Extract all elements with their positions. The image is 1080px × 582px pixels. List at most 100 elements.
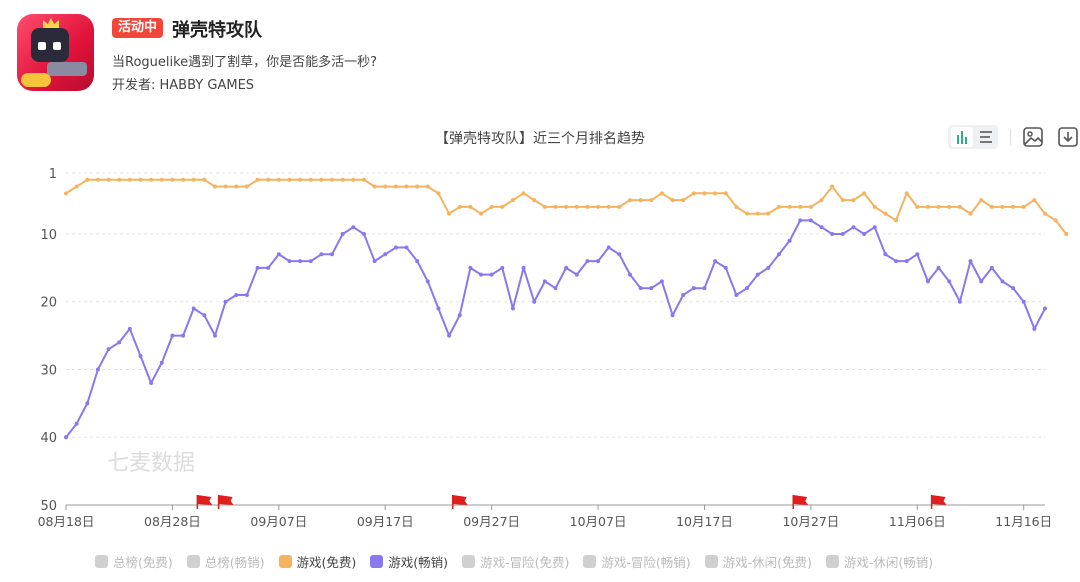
data-point-free[interactable] — [1064, 231, 1069, 236]
data-point-free[interactable] — [627, 198, 632, 203]
data-point-free[interactable] — [361, 177, 366, 182]
data-point-paid[interactable] — [766, 265, 771, 270]
data-point-paid[interactable] — [202, 313, 207, 318]
data-point-paid[interactable] — [787, 238, 792, 243]
data-point-paid[interactable] — [670, 313, 675, 318]
data-point-paid[interactable] — [500, 265, 505, 270]
data-point-free[interactable] — [425, 184, 430, 189]
data-point-paid[interactable] — [404, 245, 409, 250]
data-point-paid[interactable] — [904, 259, 909, 264]
data-point-paid[interactable] — [691, 286, 696, 291]
data-point-free[interactable] — [723, 191, 728, 196]
data-point-free[interactable] — [117, 177, 122, 182]
data-point-paid[interactable] — [212, 333, 217, 338]
data-point-free[interactable] — [585, 204, 590, 209]
data-point-paid[interactable] — [479, 272, 484, 277]
data-point-free[interactable] — [138, 177, 143, 182]
data-point-paid[interactable] — [627, 272, 632, 277]
data-point-paid[interactable] — [415, 259, 420, 264]
data-point-free[interactable] — [713, 191, 718, 196]
data-point-free[interactable] — [149, 177, 154, 182]
data-point-free[interactable] — [745, 211, 750, 216]
data-point-free[interactable] — [1000, 204, 1005, 209]
event-flag-icon[interactable] — [451, 495, 468, 509]
data-point-paid[interactable] — [1043, 306, 1047, 311]
data-point-paid[interactable] — [564, 265, 569, 270]
data-point-free[interactable] — [340, 177, 345, 182]
data-point-free[interactable] — [521, 191, 526, 196]
data-point-free[interactable] — [457, 204, 462, 209]
data-point-paid[interactable] — [234, 292, 239, 297]
data-point-free[interactable] — [159, 177, 164, 182]
data-point-free[interactable] — [925, 204, 930, 209]
data-point-free[interactable] — [968, 211, 973, 216]
data-point-paid[interactable] — [510, 306, 515, 311]
data-point-paid[interactable] — [489, 272, 494, 277]
data-point-free[interactable] — [904, 191, 909, 196]
data-point-paid[interactable] — [244, 292, 249, 297]
data-point-paid[interactable] — [819, 225, 824, 230]
data-point-paid[interactable] — [138, 353, 143, 358]
series-line-paid[interactable] — [65, 219, 1046, 438]
data-point-free[interactable] — [266, 177, 271, 182]
data-point-free[interactable] — [64, 191, 68, 196]
data-point-free[interactable] — [808, 204, 813, 209]
data-point-free[interactable] — [372, 184, 377, 189]
data-point-paid[interactable] — [872, 225, 877, 230]
data-point-free[interactable] — [989, 204, 994, 209]
data-point-paid[interactable] — [745, 286, 750, 291]
data-point-paid[interactable] — [85, 401, 90, 406]
data-point-paid[interactable] — [808, 218, 813, 223]
data-point-free[interactable] — [404, 184, 409, 189]
data-point-paid[interactable] — [723, 265, 728, 270]
data-point-paid[interactable] — [755, 272, 760, 277]
data-point-free[interactable] — [574, 204, 579, 209]
data-point-paid[interactable] — [64, 435, 68, 440]
data-point-free[interactable] — [819, 198, 824, 203]
data-point-free[interactable] — [298, 177, 303, 182]
data-point-paid[interactable] — [372, 259, 377, 264]
data-point-paid[interactable] — [74, 421, 79, 426]
data-point-paid[interactable] — [425, 279, 430, 284]
data-point-paid[interactable] — [457, 313, 462, 318]
data-point-paid[interactable] — [266, 265, 271, 270]
legend-item[interactable]: 游戏(畅销) — [370, 552, 448, 571]
data-point-paid[interactable] — [862, 231, 867, 236]
data-point-free[interactable] — [957, 204, 962, 209]
data-point-free[interactable] — [872, 204, 877, 209]
data-point-free[interactable] — [276, 177, 281, 182]
data-point-free[interactable] — [447, 211, 452, 216]
data-point-paid[interactable] — [649, 286, 654, 291]
data-point-paid[interactable] — [925, 279, 930, 284]
data-point-free[interactable] — [776, 204, 781, 209]
data-point-free[interactable] — [330, 177, 335, 182]
data-point-free[interactable] — [85, 177, 90, 182]
data-point-paid[interactable] — [851, 225, 856, 230]
data-point-paid[interactable] — [117, 340, 122, 345]
data-point-paid[interactable] — [393, 245, 398, 250]
data-point-paid[interactable] — [979, 279, 984, 284]
data-point-free[interactable] — [553, 204, 558, 209]
data-point-paid[interactable] — [149, 381, 154, 386]
data-point-paid[interactable] — [521, 265, 526, 270]
data-point-free[interactable] — [436, 191, 441, 196]
data-point-paid[interactable] — [989, 265, 994, 270]
data-point-free[interactable] — [840, 198, 845, 203]
legend-item[interactable]: 游戏-冒险(畅销) — [583, 552, 691, 571]
data-point-free[interactable] — [755, 211, 760, 216]
data-point-free[interactable] — [638, 198, 643, 203]
data-point-free[interactable] — [393, 184, 398, 189]
data-point-paid[interactable] — [681, 292, 686, 297]
data-point-free[interactable] — [659, 191, 664, 196]
data-point-paid[interactable] — [596, 259, 601, 264]
data-point-paid[interactable] — [447, 333, 452, 338]
data-point-free[interactable] — [862, 191, 867, 196]
data-point-paid[interactable] — [95, 367, 100, 372]
data-point-free[interactable] — [691, 191, 696, 196]
data-point-free[interactable] — [1032, 198, 1037, 203]
data-point-free[interactable] — [947, 204, 952, 209]
bar-chart-icon[interactable] — [951, 127, 973, 147]
event-flag-icon[interactable] — [217, 495, 234, 509]
data-point-free[interactable] — [500, 204, 505, 209]
data-point-free[interactable] — [255, 177, 260, 182]
